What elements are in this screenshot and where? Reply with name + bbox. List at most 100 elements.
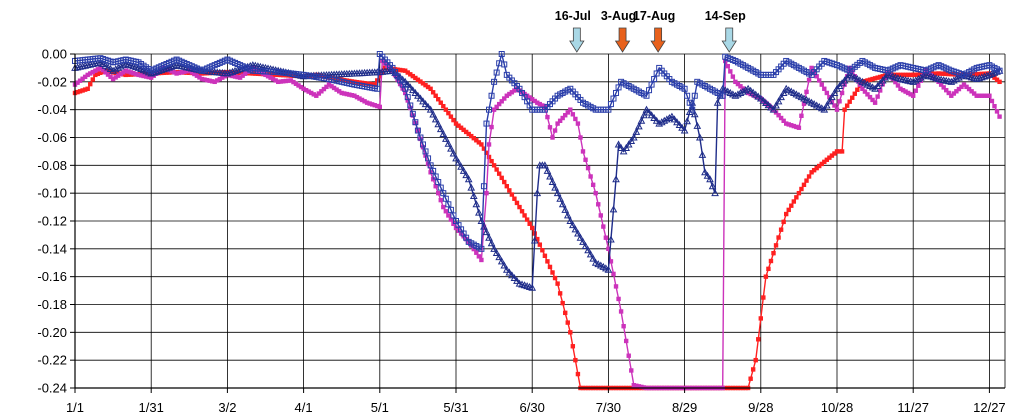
data-point [946, 90, 951, 96]
data-point [568, 221, 577, 229]
data-point [872, 100, 878, 105]
data-point [725, 63, 730, 69]
data-point [110, 76, 116, 82]
data-point [527, 221, 532, 226]
data-point [776, 235, 781, 240]
data-point [276, 79, 281, 85]
data-point [733, 79, 738, 85]
data-point [989, 98, 995, 104]
data-point [502, 96, 507, 101]
data-point [352, 93, 357, 98]
data-point [402, 85, 409, 92]
data-point [403, 68, 408, 73]
data-point [898, 86, 903, 91]
data-point [133, 71, 139, 77]
data-point [226, 68, 234, 76]
x-tick-label: 1/1 [66, 400, 84, 415]
data-point [475, 208, 483, 216]
data-point [987, 93, 992, 98]
data-point [471, 246, 476, 252]
data-point [728, 69, 733, 74]
data-point [476, 140, 482, 145]
data-point [88, 71, 93, 76]
data-point [563, 310, 568, 316]
data-point [362, 99, 367, 104]
data-point [618, 309, 624, 314]
data-point [573, 116, 578, 122]
data-point [693, 121, 702, 129]
data-point [951, 91, 957, 96]
data-point [916, 72, 921, 77]
data-point [281, 79, 286, 84]
data-point [443, 209, 449, 214]
data-point [713, 98, 722, 106]
data-point [789, 203, 794, 208]
data-point [804, 89, 809, 95]
data-point [982, 93, 987, 98]
data-point [642, 105, 651, 113]
data-point [162, 64, 171, 72]
data-point [524, 217, 530, 222]
data-point [265, 74, 271, 79]
data-point [126, 72, 131, 77]
data-point [809, 65, 814, 71]
data-point [429, 110, 437, 118]
data-point [837, 149, 842, 154]
data-point [751, 90, 760, 98]
data-point [513, 276, 521, 284]
data-point [439, 129, 448, 138]
data-point [410, 73, 416, 79]
data-point [834, 107, 840, 112]
data-point [143, 74, 149, 79]
annotation-arrow [614, 27, 631, 53]
data-point [397, 67, 403, 73]
data-point [954, 89, 959, 94]
data-point [946, 71, 951, 77]
data-point [430, 90, 436, 95]
data-point [758, 316, 763, 321]
data-point [507, 91, 512, 97]
data-point [504, 93, 509, 98]
data-point [423, 82, 428, 88]
data-point [496, 101, 502, 107]
data-point [977, 71, 982, 77]
data-point [510, 274, 519, 282]
data-point [119, 61, 128, 69]
data-point [404, 94, 411, 101]
data-point [443, 107, 449, 112]
data-point [301, 86, 306, 91]
data-point [90, 69, 95, 75]
data-point [575, 121, 581, 126]
data-point [498, 51, 505, 57]
data-point [911, 93, 916, 98]
data-point [778, 115, 784, 121]
data-point [440, 190, 447, 197]
data-point [665, 113, 674, 122]
data-point [596, 202, 601, 207]
data-point [108, 74, 113, 80]
data-point [527, 95, 532, 100]
data-point [238, 64, 247, 72]
data-point [877, 88, 883, 93]
data-point [938, 71, 944, 76]
data-point [561, 205, 570, 213]
data-point [975, 74, 984, 82]
data-point [994, 109, 1000, 114]
data-point [311, 92, 316, 97]
data-point [447, 206, 454, 213]
data-point [750, 367, 756, 372]
data-point [822, 86, 827, 91]
data-point [504, 184, 509, 189]
data-point [570, 344, 576, 349]
series-line [74, 61, 1000, 289]
data-point [293, 81, 299, 86]
data-point [762, 98, 770, 106]
data-point [609, 205, 618, 213]
data-point [514, 200, 520, 206]
data-point [166, 70, 172, 75]
data-point [90, 77, 95, 82]
data-point [571, 225, 580, 233]
data-point [570, 112, 576, 117]
annotation-label: 17-Aug [633, 9, 675, 23]
data-point [786, 122, 791, 127]
